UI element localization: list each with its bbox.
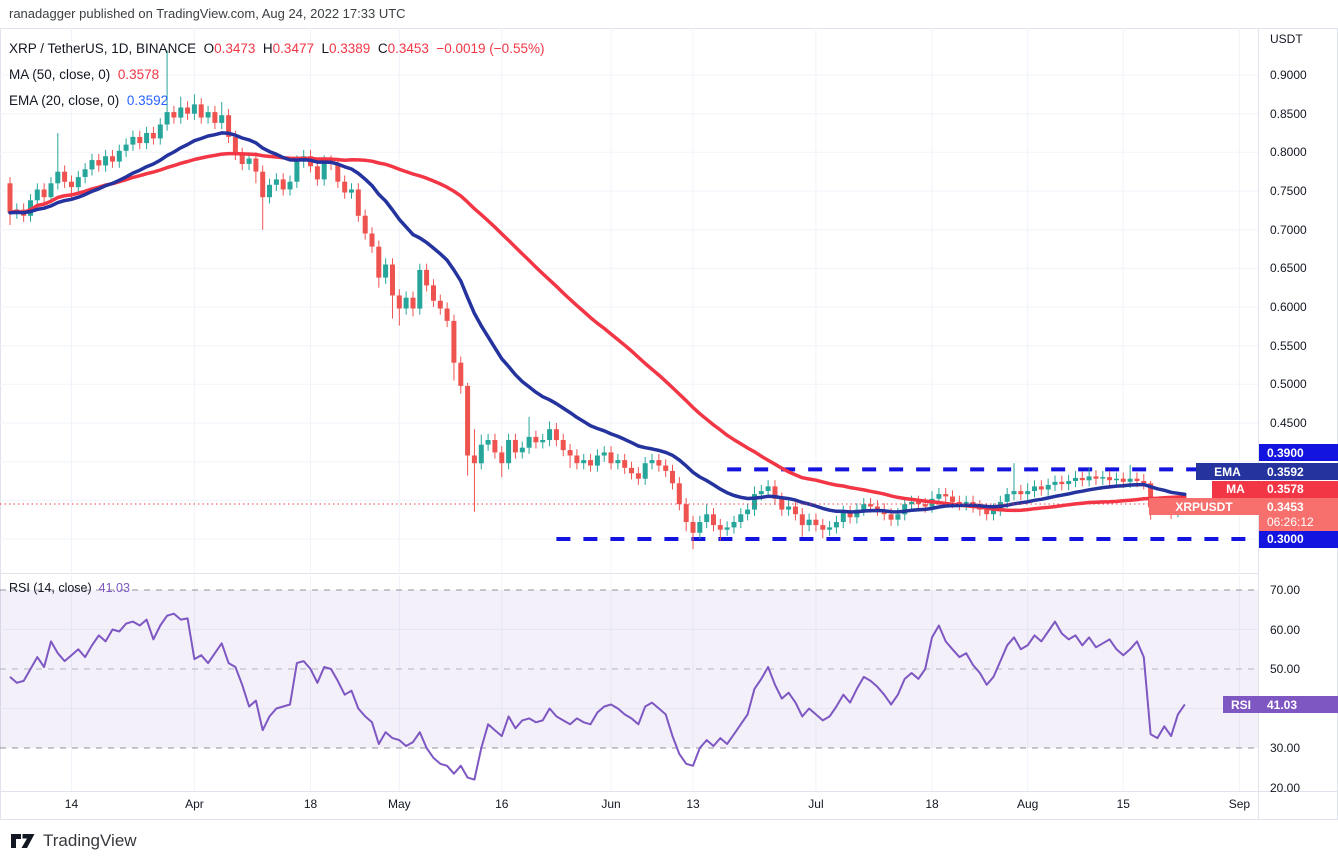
- ema-tag-badge: EMA: [1196, 463, 1259, 480]
- upper-level-price-badge: 0.3900: [1259, 444, 1338, 461]
- rsi-axis-label: 20.00: [1270, 780, 1301, 795]
- lower-level-price-badge: 0.3000: [1259, 530, 1338, 548]
- ma50-line[interactable]: [8, 151, 1187, 513]
- rsi-last-value: 41.03: [98, 581, 130, 595]
- candles-layer[interactable]: [7, 50, 1188, 550]
- legend-ema-row[interactable]: EMA (20, close, 0) 0.3592: [9, 88, 544, 114]
- symbol-title: XRP / TetherUS, 1D, BINANCE: [9, 41, 197, 56]
- rsi-axis-label: 70.00: [1270, 583, 1301, 597]
- time-axis-label: 15: [1116, 797, 1130, 811]
- attribution-text: ranadagger published on TradingView.com,…: [9, 6, 406, 21]
- price-axis-label: 0.8500: [1270, 106, 1307, 121]
- ema-value: 0.3592: [126, 93, 169, 108]
- low-value: 0.3389: [329, 41, 371, 56]
- time-axis-label: Jun: [601, 797, 621, 811]
- time-axis-label: Apr: [185, 797, 204, 811]
- time-axis-label: May: [387, 797, 411, 811]
- drawn-levels-layer[interactable]: [556, 467, 1258, 541]
- bar-countdown: 06:26:12: [1267, 515, 1314, 529]
- price-axis-label: 0.5000: [1270, 377, 1307, 392]
- ma-price-badge: 0.3578: [1259, 480, 1338, 498]
- time-axis-label: 18: [303, 797, 318, 811]
- price-axis-unit: USDT: [1270, 32, 1303, 46]
- ma-label: MA (50, close, 0): [9, 67, 111, 82]
- time-axis-label: 18: [925, 797, 939, 811]
- price-axis-label: 0.7500: [1270, 183, 1307, 198]
- price-axis-label: 0.9000: [1270, 68, 1307, 82]
- chart-legend: XRP / TetherUS, 1D, BINANCE O0.3473 H0.3…: [9, 36, 544, 114]
- last-price-value: 0.3453: [1267, 500, 1304, 514]
- open-value: 0.3473: [214, 41, 256, 56]
- high-value: 0.3477: [272, 41, 314, 56]
- high-label: H: [262, 41, 273, 56]
- rsi-axis-label: 60.00: [1270, 622, 1301, 637]
- rsi-tag-badge: RSI: [1223, 696, 1259, 713]
- rsi-legend-row[interactable]: RSI (14, close) 41.03: [9, 581, 130, 595]
- rsi-axis-label: 30.00: [1270, 741, 1301, 755]
- rsi-value-badge: 41.03: [1259, 696, 1338, 713]
- ema20-line[interactable]: [8, 131, 1187, 514]
- open-label: O: [203, 41, 215, 56]
- rsi-line[interactable]: [9, 612, 1186, 781]
- ma-value: 0.3578: [117, 67, 160, 82]
- change-value: −0.0019 (−0.55%): [436, 41, 545, 56]
- legend-ma-row[interactable]: MA (50, close, 0) 0.3578: [9, 62, 544, 88]
- tradingview-watermark[interactable]: TradingView: [10, 829, 137, 853]
- rsi-label: RSI (14, close): [9, 581, 92, 595]
- ema-label: EMA (20, close, 0): [9, 93, 120, 108]
- grid-layer: [0, 28, 1258, 791]
- time-axis-label: Jul: [808, 797, 824, 811]
- tradingview-watermark-text: TradingView: [43, 831, 137, 850]
- time-axis-label: 14: [64, 797, 79, 811]
- low-label: L: [321, 41, 329, 56]
- price-axis-label: 0.5500: [1270, 338, 1307, 353]
- price-axis-label: 0.7000: [1270, 222, 1307, 237]
- tradingview-logo-icon: [11, 834, 35, 848]
- price-axis-label: 0.8000: [1270, 145, 1307, 160]
- price-axis-label: 0.6000: [1270, 299, 1307, 314]
- time-axis-label: 16: [495, 797, 509, 811]
- time-axis-label: Aug: [1016, 797, 1039, 811]
- rsi-axis-label: 50.00: [1270, 662, 1301, 676]
- legend-symbol-row[interactable]: XRP / TetherUS, 1D, BINANCE O0.3473 H0.3…: [9, 36, 544, 62]
- close-value: 0.3453: [387, 41, 429, 56]
- time-axis-label: Sep: [1228, 797, 1251, 811]
- time-axis-label: 13: [686, 797, 700, 811]
- price-axis-label: 0.6500: [1270, 261, 1307, 276]
- ema-price-badge: 0.3592: [1259, 463, 1338, 480]
- ma-tag-badge: MA: [1212, 480, 1259, 498]
- close-label: C: [377, 41, 388, 56]
- price-axis-label: 0.4500: [1270, 415, 1307, 430]
- last-price-badge: 0.3453 06:26:12: [1259, 498, 1338, 532]
- symbol-tag-badge: XRPUSDT: [1149, 498, 1259, 515]
